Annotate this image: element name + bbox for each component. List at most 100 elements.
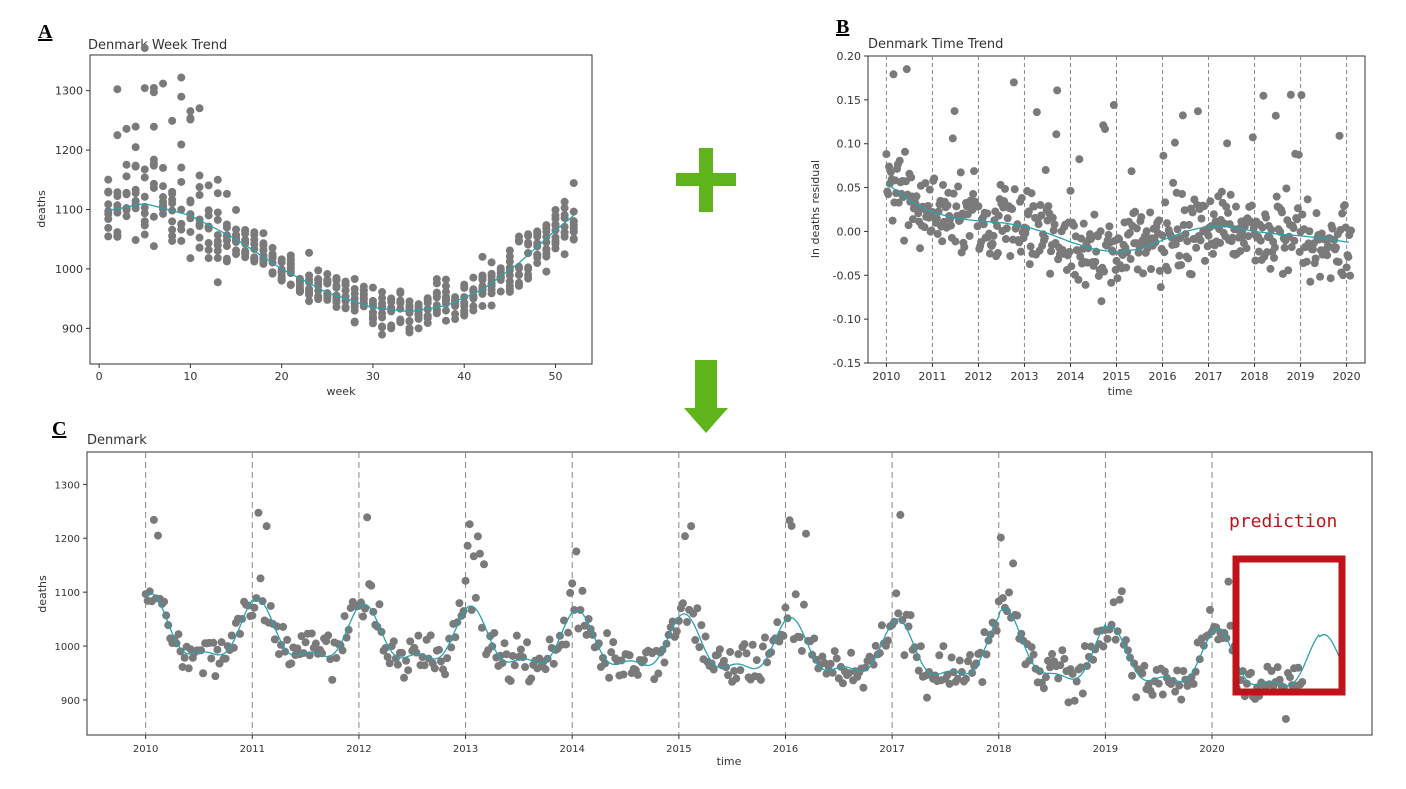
- panel-b-point: [1175, 251, 1184, 260]
- panel-b-point: [1125, 228, 1134, 237]
- panel-c-point: [153, 531, 162, 540]
- panel-c-point: [367, 581, 376, 590]
- panel-c-point: [363, 513, 372, 522]
- panel-b-point: [1027, 189, 1036, 198]
- panel-a-point: [569, 234, 578, 243]
- panel-b-point: [1127, 167, 1136, 176]
- panel-b-point: [1286, 90, 1295, 99]
- panel-b-point: [1295, 247, 1304, 256]
- panel-b-point: [1287, 243, 1296, 252]
- panel-a-point: [104, 175, 113, 184]
- panel-c-point: [922, 693, 931, 702]
- panel-a-point: [195, 191, 204, 200]
- panel-a-point: [195, 243, 204, 252]
- panel-c-point: [1076, 663, 1085, 672]
- panel-c-point: [160, 597, 169, 606]
- panel-a-point: [460, 302, 469, 311]
- panel-a-point: [524, 249, 533, 258]
- panel-c-point: [471, 593, 480, 602]
- panel-c-point: [490, 628, 499, 637]
- panel-a-point: [295, 278, 304, 287]
- panel-a-point: [323, 295, 332, 304]
- panel-b-point: [943, 201, 952, 210]
- panel-b-point: [1216, 238, 1225, 247]
- panel-c-point: [502, 650, 511, 659]
- panel-letter-a: A: [38, 21, 53, 43]
- panel-a-point: [524, 231, 533, 240]
- panel-c-point: [580, 621, 589, 630]
- panel-a-point: [378, 330, 387, 339]
- panel-c-point: [701, 632, 710, 641]
- panel-a-point: [195, 233, 204, 242]
- panel-b-point: [1070, 221, 1079, 230]
- panel-b-point: [1185, 220, 1194, 229]
- panel-a-point: [514, 270, 523, 279]
- panel-c-point: [496, 651, 505, 660]
- panel-b-point: [1346, 271, 1355, 280]
- panel-c-point: [601, 659, 610, 668]
- panel-c-point: [397, 648, 406, 657]
- panel-b-point: [1006, 252, 1015, 261]
- panel-b-point: [1091, 257, 1100, 266]
- panel-c-xtick-label: 2014: [559, 744, 584, 755]
- panel-c-point: [943, 670, 952, 679]
- panel-c-point: [968, 668, 977, 677]
- panel-c-point: [1275, 675, 1284, 684]
- panel-b-point: [1040, 233, 1049, 242]
- panel-b-point: [1193, 107, 1202, 116]
- panel-a-point: [524, 274, 533, 283]
- panel-a-point: [259, 229, 268, 238]
- panel-c-point: [687, 522, 696, 531]
- panel-c-point: [574, 624, 583, 633]
- panel-b-point: [1256, 236, 1265, 245]
- panel-a-point: [222, 242, 231, 251]
- panel-a-point: [560, 203, 569, 212]
- panel-c-point: [1144, 680, 1153, 689]
- panel-b-point: [1188, 208, 1197, 217]
- panel-b-xtick-label: 2013: [1010, 370, 1038, 383]
- panel-b-point: [1335, 131, 1344, 140]
- panel-a-point: [505, 271, 514, 280]
- panel-a-point: [149, 159, 158, 168]
- panel-a-point: [222, 189, 231, 198]
- panel-b-point: [960, 243, 969, 252]
- panel-b-point: [974, 202, 983, 211]
- panel-a-point: [277, 276, 286, 285]
- panel-c-point: [1294, 663, 1303, 672]
- panel-a-point: [259, 246, 268, 255]
- panel-b-point: [1228, 233, 1237, 242]
- panel-a-point: [131, 200, 140, 209]
- panel-a-point: [213, 231, 222, 240]
- panel-b-point: [965, 231, 974, 240]
- panel-c-xtick-label: 2020: [1199, 744, 1224, 755]
- panel-c-point: [1281, 714, 1290, 723]
- panel-b-point: [1034, 220, 1043, 229]
- panel-b-point: [1323, 251, 1332, 260]
- panel-a-point: [177, 177, 186, 186]
- panel-a-point: [551, 220, 560, 229]
- panel-a-point: [332, 276, 341, 285]
- panel-a-point: [542, 224, 551, 233]
- panel-a-point: [268, 268, 277, 277]
- panel-a-point: [177, 73, 186, 82]
- panel-c-point: [787, 521, 796, 530]
- panel-b-chart: Denmark Time Trend 2010 2011 2012 2013 2014 2…: [809, 37, 1366, 398]
- panel-a-point: [186, 227, 195, 236]
- panel-b-point: [1178, 111, 1187, 120]
- panel-c-point: [847, 648, 856, 657]
- panel-c-point: [406, 637, 415, 646]
- panel-c-point: [287, 659, 296, 668]
- panel-a-point: [149, 212, 158, 221]
- panel-c-point: [697, 621, 706, 630]
- panel-c-xtick-label: 2017: [879, 744, 904, 755]
- panel-b-point: [1271, 111, 1280, 120]
- panel-b-point: [1289, 224, 1298, 233]
- panel-a-point: [177, 140, 186, 149]
- panel-c-point: [221, 654, 230, 663]
- panel-a-point: [378, 323, 387, 332]
- panel-c-point: [949, 668, 958, 677]
- panel-b-point: [916, 244, 925, 253]
- panel-a-point: [524, 238, 533, 247]
- panel-c-point: [832, 654, 841, 663]
